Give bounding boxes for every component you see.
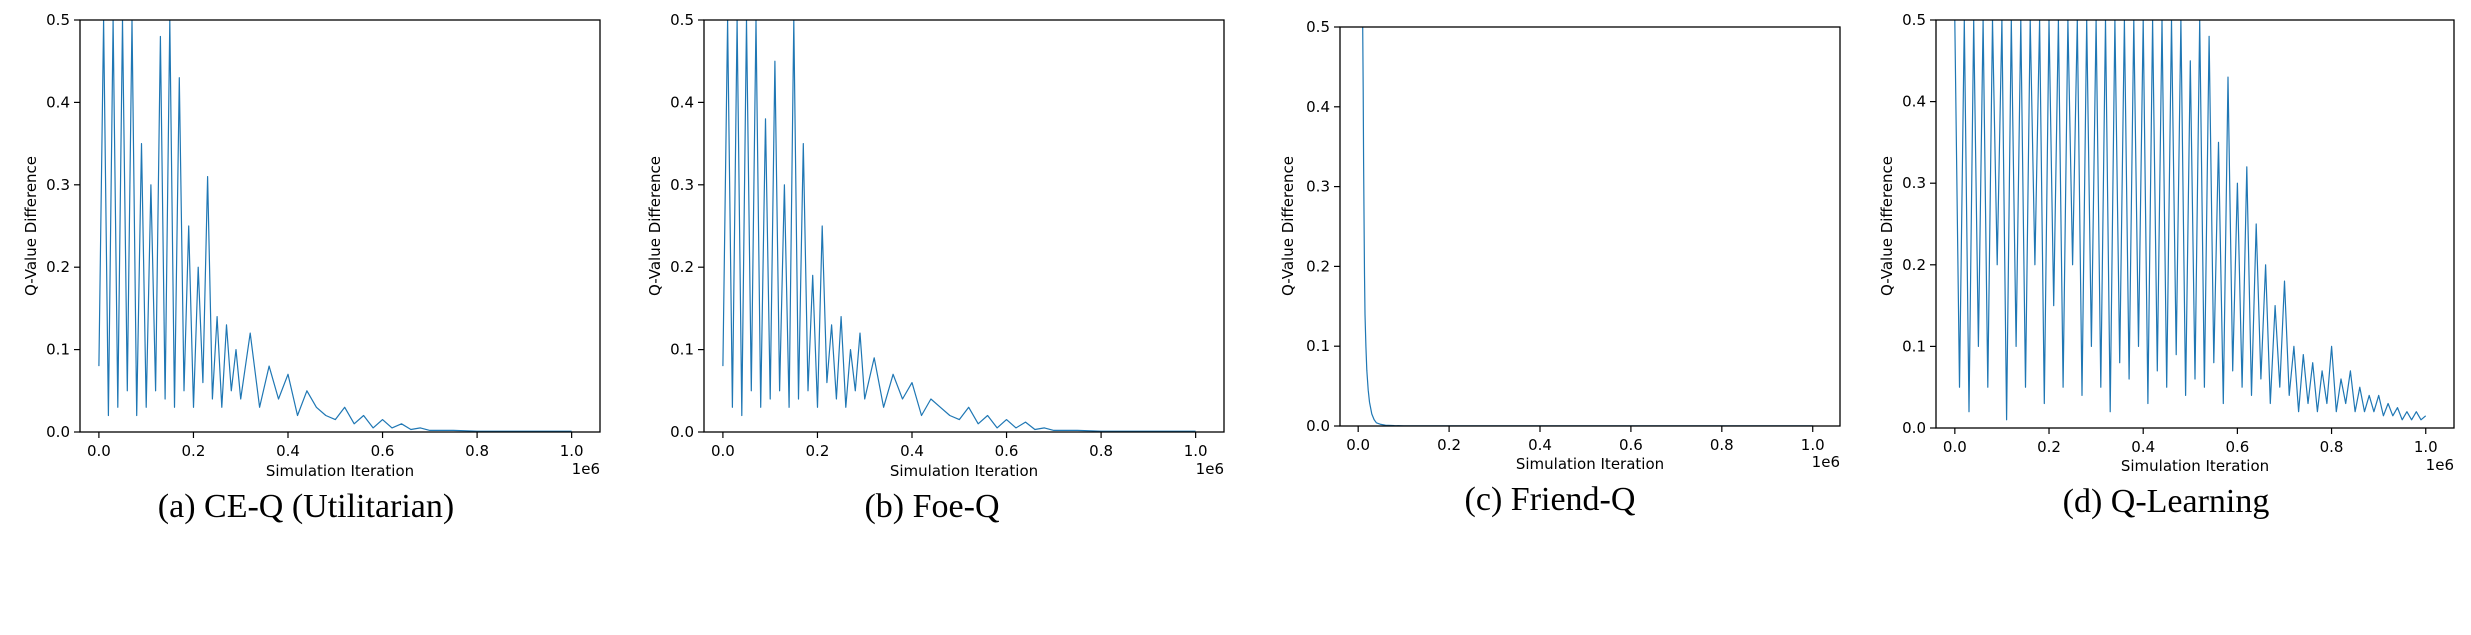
plot-area bbox=[1362, 27, 1813, 426]
x-tick-label: 0.8 bbox=[1710, 436, 1734, 454]
x-tick-label: 0.0 bbox=[1943, 438, 1967, 456]
x-axis-label: Simulation Iteration bbox=[266, 462, 414, 480]
x-axis-ticks: 0.0 0.2 0.4 0.6 0.8 1.0 bbox=[87, 432, 584, 460]
x-axis-label: Simulation Iteration bbox=[2121, 457, 2269, 475]
x-tick-label: 1.0 bbox=[1801, 436, 1825, 454]
plot-frame bbox=[703, 19, 1225, 433]
y-tick-label: 0.5 bbox=[1902, 11, 1926, 29]
x-offset-label: 1e6 bbox=[2426, 456, 2454, 474]
x-tick-label: 0.4 bbox=[1528, 436, 1552, 454]
x-tick-label: 0.6 bbox=[2225, 438, 2249, 456]
x-tick-label: 0.2 bbox=[1437, 436, 1461, 454]
y-tick-label: 0.0 bbox=[1306, 417, 1330, 435]
plot-frame bbox=[1339, 26, 1841, 427]
chart-ce-q-utilitarian: 0.0 0.2 0.4 0.6 0.8 1.0 0.0 0.1 0.2 0.3 0.4 0.5 Si… bbox=[22, 11, 601, 525]
x-axis-ticks: 0.0 0.2 0.4 0.6 0.8 1.0 bbox=[1346, 426, 1825, 454]
y-tick-label: 0.4 bbox=[46, 93, 70, 111]
y-tick-label: 0.0 bbox=[46, 423, 70, 441]
chart-q-learning: 0.0 0.2 0.4 0.6 0.8 1.0 0.0 0.1 0.2 0.3 0.4 0.5 Si… bbox=[1878, 11, 2455, 520]
x-tick-label: 0.6 bbox=[371, 442, 395, 460]
series-line bbox=[98, 20, 572, 432]
x-tick-label: 1.0 bbox=[2414, 438, 2438, 456]
panel-caption: (c) Friend-Q bbox=[1465, 481, 1636, 518]
x-tick-label: 0.6 bbox=[995, 442, 1019, 460]
chart-foe-q: 0.0 0.2 0.4 0.6 0.8 1.0 0.0 0.1 0.2 0.3 0.4 0.5 Si… bbox=[646, 11, 1225, 525]
panel-caption: (a) CE-Q (Utilitarian) bbox=[158, 488, 454, 525]
y-tick-label: 0.2 bbox=[670, 258, 694, 276]
y-tick-label: 0.0 bbox=[670, 423, 694, 441]
y-tick-label: 0.3 bbox=[670, 176, 694, 194]
y-axis-label: Q-Value Difference bbox=[22, 156, 40, 296]
x-tick-label: 0.0 bbox=[87, 442, 111, 460]
x-tick-label: 0.0 bbox=[711, 442, 735, 460]
y-axis-ticks: 0.0 0.1 0.2 0.3 0.4 0.5 bbox=[46, 11, 80, 441]
plot-frame bbox=[1935, 19, 2455, 429]
y-axis-label: Q-Value Difference bbox=[1279, 156, 1297, 296]
series-line bbox=[722, 20, 1196, 432]
y-tick-label: 0.5 bbox=[670, 11, 694, 29]
y-axis-ticks: 0.0 0.1 0.2 0.3 0.4 0.5 bbox=[670, 11, 704, 441]
x-tick-label: 0.8 bbox=[2320, 438, 2344, 456]
plot-frame bbox=[79, 19, 601, 433]
x-offset-label: 1e6 bbox=[1196, 460, 1224, 478]
plot-area bbox=[98, 20, 572, 432]
y-tick-label: 0.4 bbox=[670, 93, 694, 111]
x-tick-label: 0.4 bbox=[276, 442, 300, 460]
y-tick-label: 0.4 bbox=[1306, 98, 1330, 116]
x-tick-label: 0.0 bbox=[1346, 436, 1370, 454]
plot-area bbox=[1954, 20, 2427, 421]
chart-friend-q: 0.0 0.2 0.4 0.6 0.8 1.0 0.0 0.1 0.2 0.3 0.4 0.5 Si… bbox=[1279, 18, 1841, 518]
y-tick-label: 0.4 bbox=[1902, 93, 1926, 111]
y-tick-label: 0.3 bbox=[46, 176, 70, 194]
x-tick-label: 1.0 bbox=[1184, 442, 1208, 460]
y-tick-label: 0.1 bbox=[1306, 337, 1330, 355]
y-axis-ticks: 0.0 0.1 0.2 0.3 0.4 0.5 bbox=[1306, 18, 1340, 435]
y-axis-ticks: 0.0 0.1 0.2 0.3 0.4 0.5 bbox=[1902, 11, 1936, 437]
series-line bbox=[1954, 20, 2427, 421]
x-offset-label: 1e6 bbox=[572, 460, 600, 478]
y-axis-label: Q-Value Difference bbox=[646, 156, 664, 296]
x-tick-label: 0.4 bbox=[2131, 438, 2155, 456]
x-tick-label: 0.2 bbox=[182, 442, 206, 460]
y-tick-label: 0.1 bbox=[1902, 337, 1926, 355]
y-tick-label: 0.5 bbox=[46, 11, 70, 29]
x-tick-label: 0.8 bbox=[1089, 442, 1113, 460]
x-offset-label: 1e6 bbox=[1812, 453, 1840, 471]
y-tick-label: 0.2 bbox=[1902, 256, 1926, 274]
x-axis-label: Simulation Iteration bbox=[1516, 455, 1664, 473]
y-tick-label: 0.3 bbox=[1902, 174, 1926, 192]
x-tick-label: 0.4 bbox=[900, 442, 924, 460]
y-tick-label: 0.1 bbox=[46, 341, 70, 359]
y-tick-label: 0.0 bbox=[1902, 419, 1926, 437]
y-axis-label: Q-Value Difference bbox=[1878, 156, 1896, 296]
series-line bbox=[1362, 27, 1813, 426]
panel-caption: (b) Foe-Q bbox=[864, 488, 999, 525]
x-tick-label: 1.0 bbox=[560, 442, 584, 460]
y-tick-label: 0.2 bbox=[46, 258, 70, 276]
x-axis-ticks: 0.0 0.2 0.4 0.6 0.8 1.0 bbox=[711, 432, 1208, 460]
x-axis-ticks: 0.0 0.2 0.4 0.6 0.8 1.0 bbox=[1943, 428, 2438, 456]
y-tick-label: 0.1 bbox=[670, 341, 694, 359]
x-tick-label: 0.8 bbox=[465, 442, 489, 460]
x-axis-label: Simulation Iteration bbox=[890, 462, 1038, 480]
panel-caption: (d) Q-Learning bbox=[2063, 483, 2270, 520]
x-tick-label: 0.2 bbox=[806, 442, 830, 460]
x-tick-label: 0.2 bbox=[2037, 438, 2061, 456]
y-tick-label: 0.3 bbox=[1306, 178, 1330, 196]
y-tick-label: 0.2 bbox=[1306, 257, 1330, 275]
y-tick-label: 0.5 bbox=[1306, 18, 1330, 36]
x-tick-label: 0.6 bbox=[1619, 436, 1643, 454]
plot-area bbox=[722, 20, 1196, 432]
